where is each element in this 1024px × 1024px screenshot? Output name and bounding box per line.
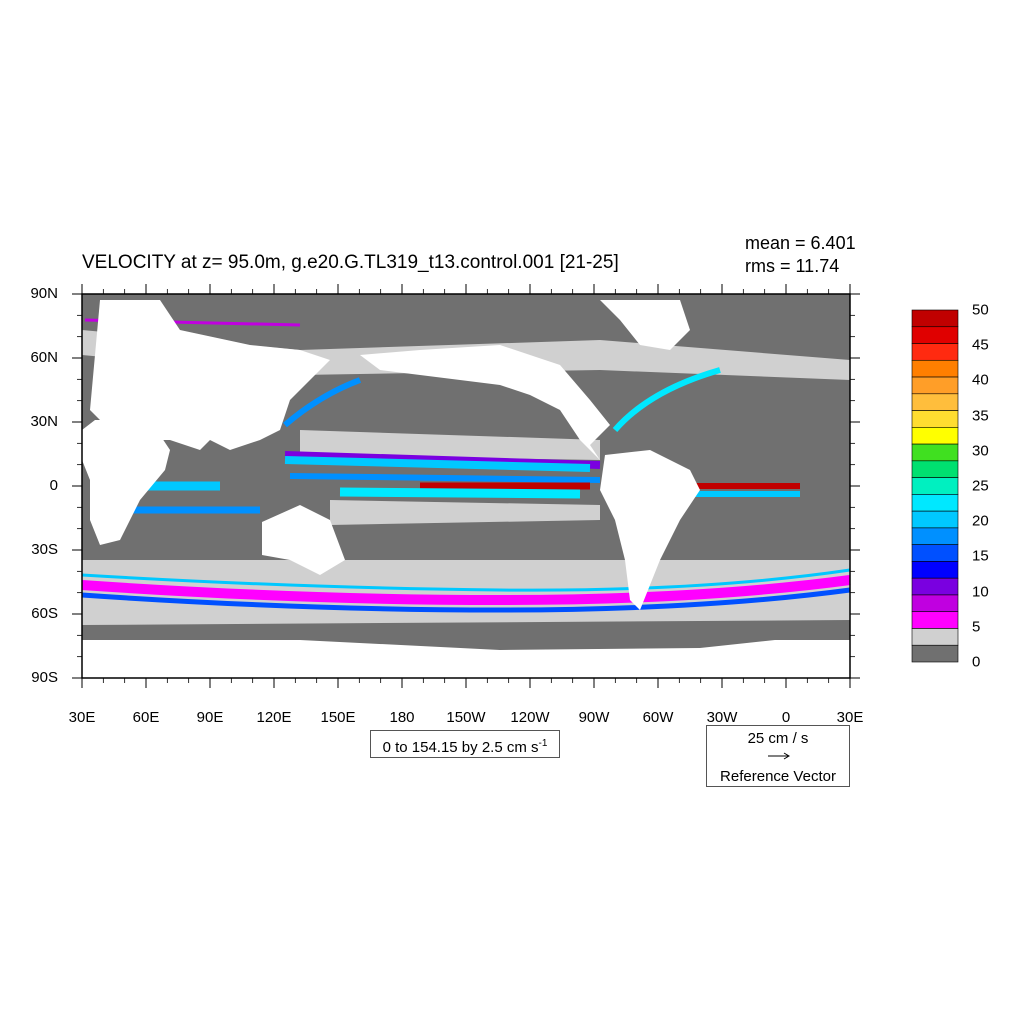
- gulf-stream: [612, 367, 721, 432]
- reference-vector-box: 25 cm / s Reference Vector: [706, 725, 850, 787]
- latitude-ticks: [72, 293, 860, 679]
- land-north-america: [360, 345, 610, 460]
- colorbar-label: 40: [972, 371, 989, 389]
- colorbar-swatch: [911, 359, 959, 378]
- ocean-mid-band: [300, 430, 600, 460]
- colorbar-label: 45: [972, 336, 989, 354]
- colorbar-label: 30: [972, 442, 989, 460]
- contour-range-text: 0 to 154.15 by 2.5 cm s: [382, 739, 539, 756]
- longitude-label: 0: [781, 709, 791, 726]
- land-south-america: [600, 450, 700, 610]
- antarctic-shelf: [82, 632, 850, 650]
- longitude-label: 30E: [68, 709, 96, 726]
- latitude-label: 30N: [30, 413, 58, 430]
- colorbar-label: 10: [972, 583, 989, 601]
- colorbar-label: 35: [972, 407, 989, 425]
- colorbar-swatch: [911, 577, 959, 596]
- colorbar-swatch: [911, 393, 959, 411]
- stat-mean: mean = 6.401: [745, 233, 856, 253]
- longitude-label: 90W: [578, 709, 610, 726]
- colorbar-label: 25: [972, 477, 989, 495]
- colorbar-swatch: [911, 510, 959, 529]
- latitude-label: 0: [49, 477, 58, 494]
- colorbar-swatch: [911, 628, 959, 646]
- land-eurasia: [90, 300, 330, 450]
- longitude-label: 60W: [642, 709, 674, 726]
- longitude-label: 120E: [256, 709, 292, 726]
- equatorial-current: [284, 456, 591, 472]
- longitude-label: 180: [389, 709, 415, 726]
- colorbar-label: 50: [972, 301, 989, 319]
- longitude-label: 120W: [510, 709, 550, 726]
- latitude-label: 90N: [30, 285, 58, 302]
- latitude-label: 30S: [31, 541, 58, 558]
- colorbar-label: 20: [972, 512, 989, 530]
- velocity-map: [81, 294, 851, 678]
- colorbar-swatch: [911, 427, 959, 445]
- colorbar-swatch: [911, 376, 959, 395]
- colorbar-swatch: [911, 410, 959, 428]
- colorbar-swatch: [911, 343, 959, 361]
- contour-range-unit-exponent: -1: [538, 738, 548, 749]
- latitude-label: 60N: [30, 349, 58, 366]
- land-antarctica: [82, 640, 850, 678]
- colorbar: [911, 309, 959, 663]
- reference-vector-label: Reference Vector: [720, 768, 836, 785]
- equatorial-current: [339, 487, 581, 499]
- latitude-label: 60S: [31, 605, 58, 622]
- contour-range-box: 0 to 154.15 by 2.5 cm s-1: [370, 730, 560, 758]
- longitude-label: 150E: [320, 709, 356, 726]
- latitude-label: 90S: [31, 669, 58, 686]
- equatorial-current: [289, 473, 601, 483]
- kuroshio: [283, 377, 362, 428]
- colorbar-swatch: [911, 326, 959, 344]
- colorbar-swatch: [911, 477, 959, 495]
- reference-vector-speed: 25 cm / s: [747, 730, 809, 747]
- colorbar-swatch: [911, 544, 959, 562]
- colorbar-swatch: [911, 443, 959, 462]
- land-australia: [262, 505, 345, 575]
- longitude-ticks: [81, 284, 851, 688]
- longitude-label: 90E: [196, 709, 224, 726]
- colorbar-swatch: [911, 309, 959, 328]
- longitude-label: 30W: [706, 709, 738, 726]
- plot-title: VELOCITY at z= 95.0m, g.e20.G.TL319_t13.…: [82, 252, 619, 273]
- colorbar-label: 0: [972, 653, 981, 671]
- acc-current: [81, 587, 851, 613]
- longitude-label: 30E: [836, 709, 864, 726]
- acc-current: [81, 575, 851, 606]
- colorbar-swatch: [911, 594, 959, 613]
- colorbar-swatch: [911, 527, 959, 545]
- colorbar-swatch: [911, 611, 959, 629]
- longitude-label: 150W: [446, 709, 486, 726]
- colorbar-swatch: [911, 561, 959, 579]
- colorbar-swatch: [911, 644, 959, 663]
- colorbar-label: 5: [972, 618, 981, 636]
- stat-rms: rms = 11.74: [745, 256, 840, 276]
- land-greenland: [600, 300, 690, 350]
- ocean-mid-band: [330, 500, 600, 525]
- reference-vector-arrowhead: [783, 752, 790, 760]
- land-africa: [82, 420, 170, 545]
- colorbar-label: 15: [972, 547, 989, 565]
- acc-current: [81, 568, 851, 592]
- longitude-label: 60E: [132, 709, 160, 726]
- colorbar-swatch: [911, 494, 959, 512]
- colorbar-swatch: [911, 460, 959, 478]
